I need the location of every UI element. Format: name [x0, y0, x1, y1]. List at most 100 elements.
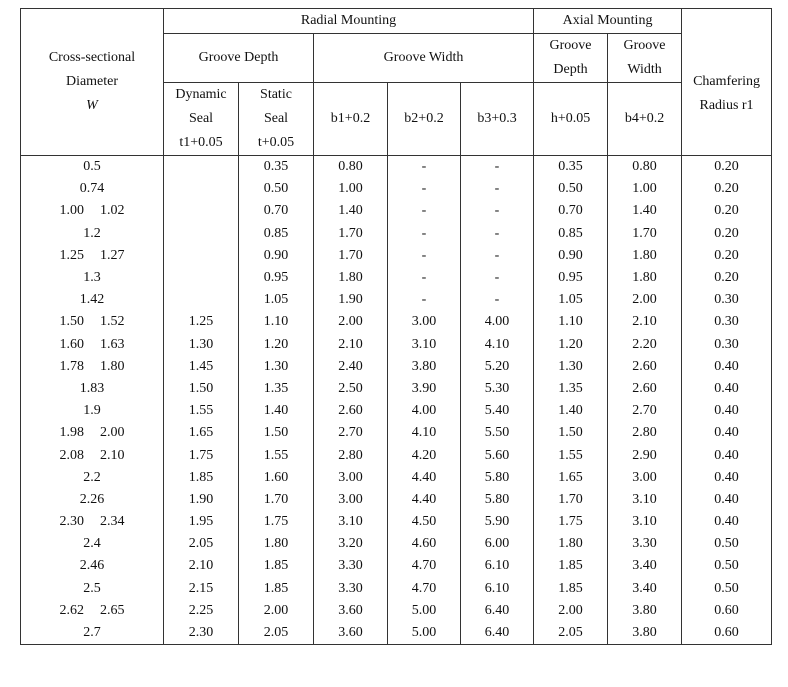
- table-cell: 6.40: [459, 621, 535, 646]
- table-cell: -: [459, 222, 535, 245]
- table-cell: 2.40: [313, 355, 388, 378]
- header-cell: Static Seal t+0.05: [238, 82, 314, 156]
- cell-value: 1.63: [100, 336, 125, 352]
- table-row: 2.2 1.85 1.60 3.00 4.40 5.80 1.65 3.00 0.40: [20, 466, 773, 489]
- table-cell: 1.10: [533, 311, 609, 334]
- table-cell: 0.80: [313, 155, 388, 179]
- table-cell: 0.74: [20, 178, 164, 201]
- cell-value: 2.7: [83, 625, 101, 641]
- table-cell: 1.35: [238, 377, 314, 401]
- table-cell: 0.60: [681, 599, 773, 622]
- table-cell: 1.70: [313, 222, 388, 245]
- cell-value: 2.26: [79, 491, 105, 507]
- table-cell: 1.85: [533, 555, 609, 578]
- table-cell: 1.80: [607, 266, 683, 290]
- table-cell: 2.60: [607, 355, 683, 378]
- table-cell: 1.85: [238, 577, 314, 600]
- header-cell: Dynamic Seal t1+0.05: [163, 82, 239, 156]
- table-cell: [163, 244, 239, 267]
- cell-value: 1.80: [100, 358, 125, 374]
- header-text: Static: [260, 87, 292, 102]
- table-cell: 4.00: [387, 400, 461, 423]
- table-cell: 1.60: [238, 466, 314, 489]
- header-text: W: [86, 98, 98, 113]
- table-cell: 1.85: [238, 555, 314, 578]
- table-row: 2.30 2.34 1.95 1.75 3.10 4.50 5.90 1.75 3.10 0.40: [20, 511, 773, 534]
- table-cell: -: [387, 178, 461, 201]
- cell-value: 1.25: [59, 247, 85, 263]
- table-cell: 0.60: [681, 621, 773, 646]
- table-cell: 0.50: [238, 178, 314, 201]
- table-cell: -: [387, 155, 461, 179]
- table-cell: 0.50: [681, 533, 773, 556]
- table-cell: 5.30: [459, 377, 535, 401]
- table-cell: 0.40: [681, 422, 773, 445]
- table-cell: 1.70: [607, 222, 683, 245]
- table-cell: 5.60: [459, 444, 535, 467]
- table-cell: 1.50: [163, 377, 239, 401]
- table-cell: 6.10: [459, 577, 535, 600]
- table-cell: 2.26: [20, 488, 164, 511]
- table-cell: -: [459, 178, 535, 201]
- table-cell: 4.00: [459, 311, 535, 334]
- table-cell: 3.00: [387, 311, 461, 334]
- table-cell: 2.00: [533, 599, 609, 622]
- table-cell: 2.4: [20, 533, 164, 556]
- cell-value: 1.9: [83, 403, 101, 419]
- table-cell: 0.95: [238, 266, 314, 290]
- table-cell: 3.60: [313, 621, 388, 646]
- table-cell: 2.05: [533, 621, 609, 646]
- table-cell: 0.40: [681, 511, 773, 534]
- table-cell: -: [387, 244, 461, 267]
- table-cell: 0.20: [681, 222, 773, 245]
- table-cell: 0.85: [238, 222, 314, 245]
- table-cell: 1.20: [533, 333, 609, 356]
- table-cell: 1.55: [163, 400, 239, 423]
- table-cell: 3.10: [607, 511, 683, 534]
- table-cell: 0.40: [681, 400, 773, 423]
- table-cell: 2.62 2.65: [20, 599, 164, 622]
- header-cell: Groove Depth: [533, 33, 609, 83]
- cell-value: 0.5: [83, 159, 101, 175]
- table-cell: [163, 155, 239, 179]
- table-cell: 3.00: [607, 466, 683, 489]
- header-text: Dynamic: [175, 87, 227, 102]
- table-cell: 2.05: [163, 533, 239, 556]
- cell-value: 1.2: [83, 225, 101, 241]
- table-cell: 4.10: [459, 333, 535, 356]
- cell-value: 2.10: [100, 447, 125, 463]
- table-cell: 0.85: [533, 222, 609, 245]
- table-cell: 1.98 2.00: [20, 422, 164, 445]
- table-cell: 2.80: [607, 422, 683, 445]
- table-cell: 3.00: [313, 488, 388, 511]
- header-text: Chamfering: [693, 74, 760, 90]
- table-cell: 2.25: [163, 599, 239, 622]
- table-cell: 2.5: [20, 577, 164, 600]
- table-cell: 3.80: [607, 599, 683, 622]
- table-cell: 4.60: [387, 533, 461, 556]
- table-cell: 1.50: [533, 422, 609, 445]
- cell-value: 2.30: [59, 514, 85, 530]
- cell-value: 1.78: [59, 358, 85, 374]
- table-cell: 5.80: [459, 466, 535, 489]
- table-cell: 2.60: [313, 400, 388, 423]
- table-cell: 5.80: [459, 488, 535, 511]
- table-cell: 0.35: [238, 155, 314, 179]
- table-cell: 0.20: [681, 155, 773, 179]
- table-cell: 2.10: [163, 555, 239, 578]
- table-cell: 1.95: [163, 511, 239, 534]
- table-cell: 2.00: [313, 311, 388, 334]
- cell-value: 1.83: [79, 380, 105, 396]
- table-cell: 1.55: [238, 444, 314, 467]
- cell-value: 2.34: [100, 514, 125, 530]
- table-row: 1.9 1.55 1.40 2.60 4.00 5.40 1.40 2.70 0.40: [20, 400, 773, 423]
- table-cell: 1.78 1.80: [20, 355, 164, 378]
- table-cell: 0.90: [533, 244, 609, 267]
- table-cell: 2.20: [607, 333, 683, 356]
- table-cell: 4.70: [387, 577, 461, 600]
- table-cell: [163, 289, 239, 312]
- cell-value: 1.02: [100, 203, 125, 219]
- table-row: 1.25 1.27 0.90 1.70- -0.90 1.80 0.20: [20, 244, 773, 267]
- table-cell: 1.80: [313, 266, 388, 290]
- table-cell: 1.50: [238, 422, 314, 445]
